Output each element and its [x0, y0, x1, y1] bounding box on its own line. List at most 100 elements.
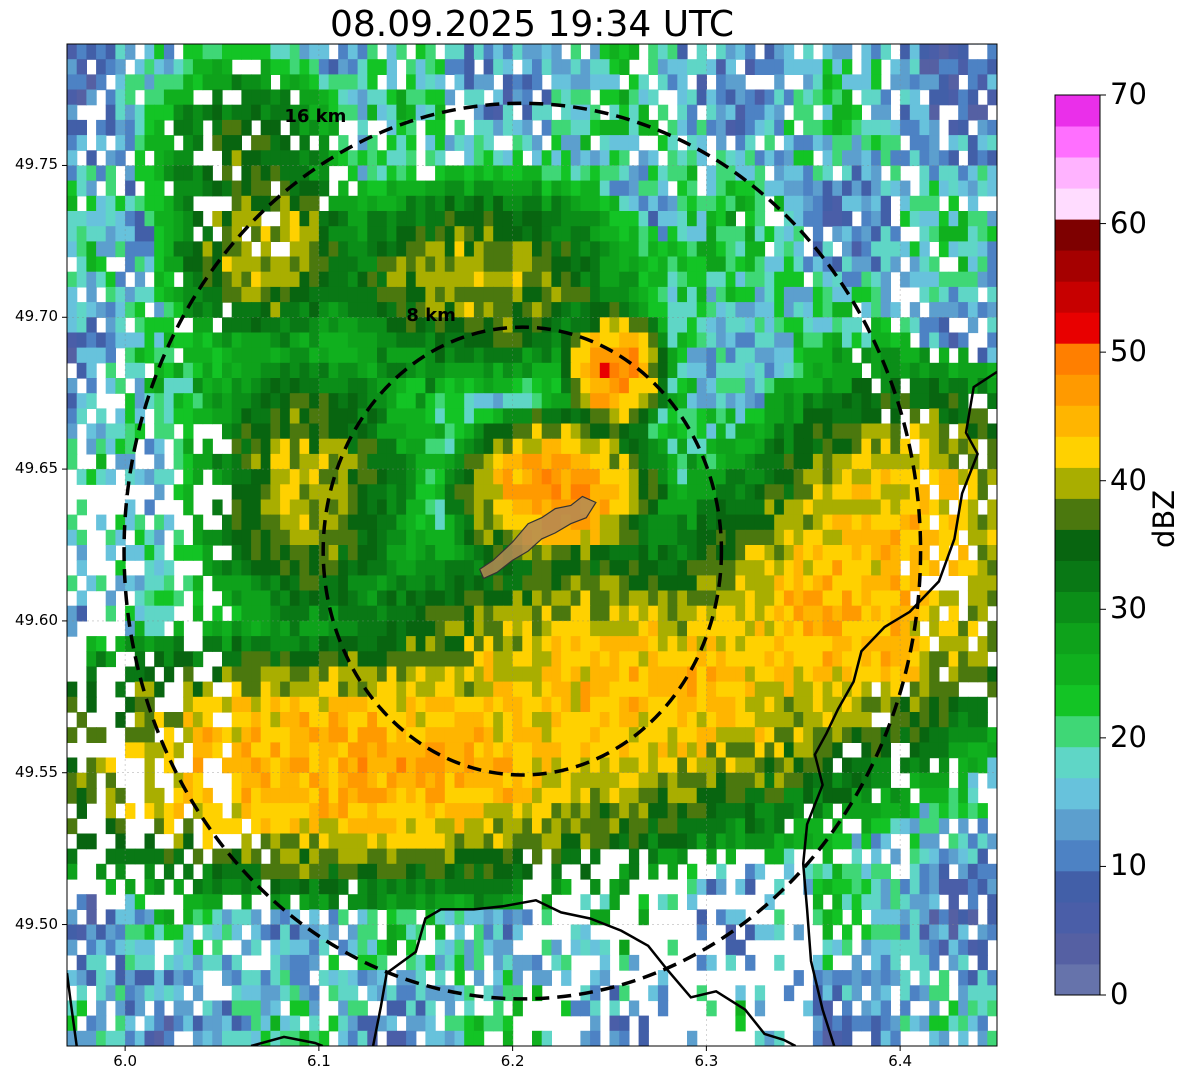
- radar-cell: [754, 620, 766, 637]
- radar-cell: [1007, 120, 1017, 136]
- radar-cell: [415, 423, 426, 440]
- radar-cell: [435, 848, 446, 865]
- radar-cell: [977, 742, 988, 759]
- radar-cell: [377, 620, 388, 637]
- radar-cell: [793, 256, 804, 273]
- radar-cell: [280, 469, 291, 485]
- radar-cell: [890, 787, 901, 804]
- radar-cell: [793, 620, 804, 637]
- radar-cell: [241, 787, 252, 804]
- radar-cell: [173, 211, 184, 227]
- radar-cell: [929, 894, 940, 910]
- radar-cell: [105, 818, 116, 835]
- radar-cell: [125, 226, 136, 242]
- radar-cell: [270, 119, 281, 136]
- radar-cell: [657, 438, 669, 455]
- radar-cell: [386, 879, 397, 895]
- radar-cell: [929, 529, 940, 546]
- radar-cell: [793, 89, 804, 106]
- radar-cell: [105, 241, 116, 258]
- radar-cell: [251, 317, 262, 334]
- radar-cell: [987, 226, 997, 242]
- radar-cell: [696, 119, 707, 136]
- radar-cell: [406, 44, 417, 45]
- radar-cell: [657, 241, 669, 258]
- radar-cell: [299, 712, 310, 728]
- radar-cell: [202, 408, 213, 425]
- radar-cell: [251, 636, 262, 652]
- radar-cell: [842, 514, 853, 531]
- radar-cell: [260, 89, 271, 106]
- radar-cell: [347, 712, 359, 728]
- radar-cell: [812, 89, 824, 106]
- radar-cell: [357, 256, 368, 273]
- radar-cell: [76, 772, 87, 789]
- radar-cell: [754, 727, 766, 743]
- radar-cell: [609, 438, 620, 455]
- radar-cell: [289, 666, 301, 683]
- radar-cell: [338, 74, 349, 91]
- radar-cell: [599, 256, 611, 273]
- radar-cell: [628, 302, 640, 318]
- radar-cell: [222, 74, 233, 91]
- radar-cell: [909, 863, 921, 880]
- radar-cell: [347, 787, 359, 804]
- radar-cell: [328, 803, 339, 819]
- radar-cell: [435, 408, 446, 425]
- radar-cell: [260, 226, 271, 242]
- radar-cell: [541, 211, 552, 227]
- radar-cell: [551, 256, 562, 273]
- radar-cell: [251, 879, 262, 895]
- radar-cell: [338, 135, 349, 151]
- radar-cell: [880, 529, 891, 546]
- radar-cell: [202, 438, 213, 455]
- radar-cell: [541, 362, 552, 379]
- radar-cell: [628, 256, 640, 273]
- radar-cell: [977, 347, 988, 364]
- radar-cell: [842, 332, 853, 349]
- radar-cell: [590, 150, 601, 167]
- radar-cell: [609, 180, 620, 197]
- radar-cell: [890, 605, 901, 622]
- radar-cell: [919, 590, 930, 607]
- radar-cell: [270, 59, 281, 75]
- radar-cell: [667, 712, 678, 728]
- radar-cell: [909, 271, 921, 288]
- radar-cell: [958, 712, 969, 728]
- radar-cell: [192, 453, 204, 470]
- radar-cell: [192, 119, 204, 136]
- radar-cell: [551, 438, 562, 455]
- radar-cell: [309, 44, 320, 45]
- radar-cell: [512, 620, 523, 637]
- radar-cell: [793, 286, 804, 303]
- radar-cell: [270, 620, 281, 637]
- radar-cell: [435, 59, 446, 75]
- radar-cell: [260, 620, 271, 637]
- radar-cell: [609, 271, 620, 288]
- radar-cell: [909, 696, 921, 713]
- radar-cell: [541, 772, 552, 789]
- radar-cell: [987, 362, 997, 379]
- radar-cell: [309, 833, 320, 850]
- radar-cell: [803, 681, 814, 698]
- radar-cell: [599, 833, 611, 850]
- radar-cell: [357, 833, 368, 850]
- radar-cell: [725, 742, 736, 759]
- radar-cell: [822, 590, 833, 607]
- radar-cell: [687, 742, 698, 759]
- radar-cell: [183, 135, 194, 151]
- radar-cell: [803, 104, 814, 121]
- radar-cell: [880, 772, 891, 789]
- radar-cell: [716, 165, 727, 182]
- radar-cell: [599, 347, 611, 364]
- radar-cell: [328, 712, 339, 728]
- radar-cell: [425, 241, 436, 258]
- radar-cell: [832, 89, 843, 106]
- radar-cell: [716, 666, 727, 683]
- radar-cell: [328, 453, 339, 470]
- radar-cell: [822, 848, 833, 865]
- radar-cell: [328, 666, 339, 683]
- radar-cell: [609, 135, 620, 151]
- radar-cell: [735, 423, 746, 440]
- radar-cell: [909, 636, 921, 652]
